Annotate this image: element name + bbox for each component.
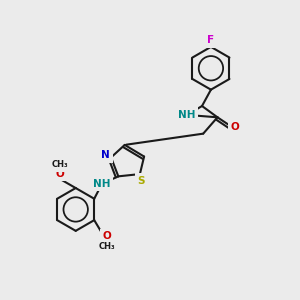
Text: O: O xyxy=(102,232,111,242)
Text: O: O xyxy=(55,169,64,179)
Text: S: S xyxy=(138,176,145,186)
Text: F: F xyxy=(207,35,214,45)
Text: NH: NH xyxy=(93,179,111,189)
Text: CH₃: CH₃ xyxy=(98,242,115,251)
Text: N: N xyxy=(101,150,110,160)
Text: O: O xyxy=(231,122,240,132)
Text: NH: NH xyxy=(178,110,196,120)
Text: CH₃: CH₃ xyxy=(51,160,68,169)
